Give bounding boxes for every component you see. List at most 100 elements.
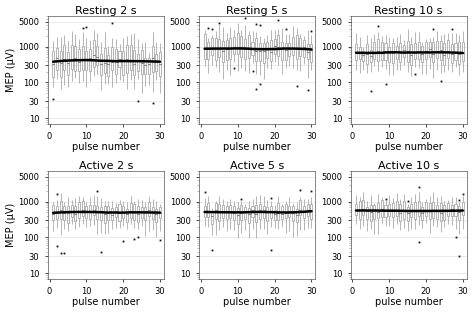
Bar — [96, 206, 99, 219]
Bar — [255, 205, 257, 223]
Bar — [443, 205, 446, 220]
Bar — [126, 209, 128, 222]
X-axis label: pulse number: pulse number — [374, 297, 442, 307]
Bar — [252, 206, 254, 217]
Title: Active 10 s: Active 10 s — [378, 161, 439, 171]
Bar — [366, 207, 368, 219]
Bar — [399, 204, 401, 221]
Bar — [436, 205, 438, 219]
Bar — [233, 38, 235, 54]
Bar — [215, 38, 217, 60]
Y-axis label: MEP (μV): MEP (μV) — [6, 203, 16, 247]
Bar — [395, 46, 398, 59]
Bar — [133, 204, 135, 220]
Bar — [71, 45, 73, 69]
Bar — [300, 200, 301, 215]
Bar — [270, 40, 272, 61]
Bar — [141, 207, 143, 218]
X-axis label: pulse number: pulse number — [223, 142, 291, 152]
Bar — [277, 203, 279, 220]
Bar — [122, 51, 124, 75]
Bar — [85, 206, 87, 218]
Bar — [273, 210, 276, 220]
Bar — [118, 204, 120, 221]
Bar — [363, 200, 365, 215]
Bar — [252, 43, 254, 55]
Bar — [451, 205, 453, 216]
Bar — [458, 42, 460, 64]
Bar — [359, 47, 361, 59]
Bar — [425, 42, 427, 59]
Title: Resting 10 s: Resting 10 s — [374, 6, 443, 16]
Bar — [129, 203, 132, 218]
Bar — [270, 206, 272, 218]
Bar — [78, 202, 80, 218]
Title: Active 2 s: Active 2 s — [79, 161, 133, 171]
Bar — [111, 208, 113, 220]
Bar — [447, 203, 449, 216]
Bar — [219, 204, 220, 221]
X-axis label: pulse number: pulse number — [72, 142, 139, 152]
Bar — [207, 203, 210, 217]
Bar — [292, 206, 294, 221]
Title: Active 5 s: Active 5 s — [230, 161, 284, 171]
Bar — [240, 36, 243, 57]
Bar — [115, 207, 117, 217]
Bar — [359, 201, 361, 219]
Bar — [52, 51, 54, 77]
Bar — [428, 203, 431, 219]
Bar — [244, 208, 246, 219]
Bar — [443, 43, 446, 65]
Bar — [462, 42, 464, 61]
Bar — [281, 42, 283, 60]
Bar — [78, 49, 80, 71]
Bar — [67, 52, 69, 74]
Bar — [211, 211, 213, 224]
Bar — [248, 208, 250, 223]
Bar — [144, 59, 146, 74]
Bar — [104, 206, 106, 223]
Bar — [74, 206, 76, 221]
Bar — [152, 46, 154, 72]
Bar — [432, 202, 435, 218]
Bar — [288, 43, 291, 56]
Bar — [421, 46, 423, 62]
Bar — [266, 207, 268, 221]
Bar — [122, 206, 124, 218]
Bar — [355, 44, 357, 60]
Bar — [281, 206, 283, 219]
Bar — [303, 40, 305, 57]
Bar — [226, 206, 228, 219]
Bar — [204, 206, 206, 217]
Bar — [56, 48, 58, 70]
Title: Resting 5 s: Resting 5 s — [227, 6, 288, 16]
Bar — [370, 50, 372, 62]
Bar — [229, 205, 231, 218]
X-axis label: pulse number: pulse number — [223, 297, 291, 307]
Bar — [115, 49, 117, 74]
Bar — [403, 201, 405, 219]
Bar — [377, 39, 379, 61]
Bar — [414, 43, 416, 59]
Bar — [377, 203, 379, 218]
Bar — [85, 51, 87, 69]
Bar — [307, 44, 309, 59]
Bar — [82, 201, 84, 216]
Bar — [388, 47, 390, 62]
Bar — [56, 206, 58, 219]
Bar — [310, 44, 312, 62]
Bar — [363, 50, 365, 60]
Bar — [288, 206, 291, 218]
Bar — [244, 39, 246, 59]
Bar — [229, 38, 231, 59]
Bar — [108, 206, 109, 220]
Bar — [82, 46, 84, 70]
Bar — [148, 202, 150, 216]
Bar — [407, 207, 409, 221]
Bar — [240, 205, 243, 220]
Bar — [410, 204, 412, 218]
Bar — [211, 38, 213, 55]
Bar — [155, 209, 157, 222]
Bar — [451, 44, 453, 63]
Bar — [296, 35, 298, 59]
